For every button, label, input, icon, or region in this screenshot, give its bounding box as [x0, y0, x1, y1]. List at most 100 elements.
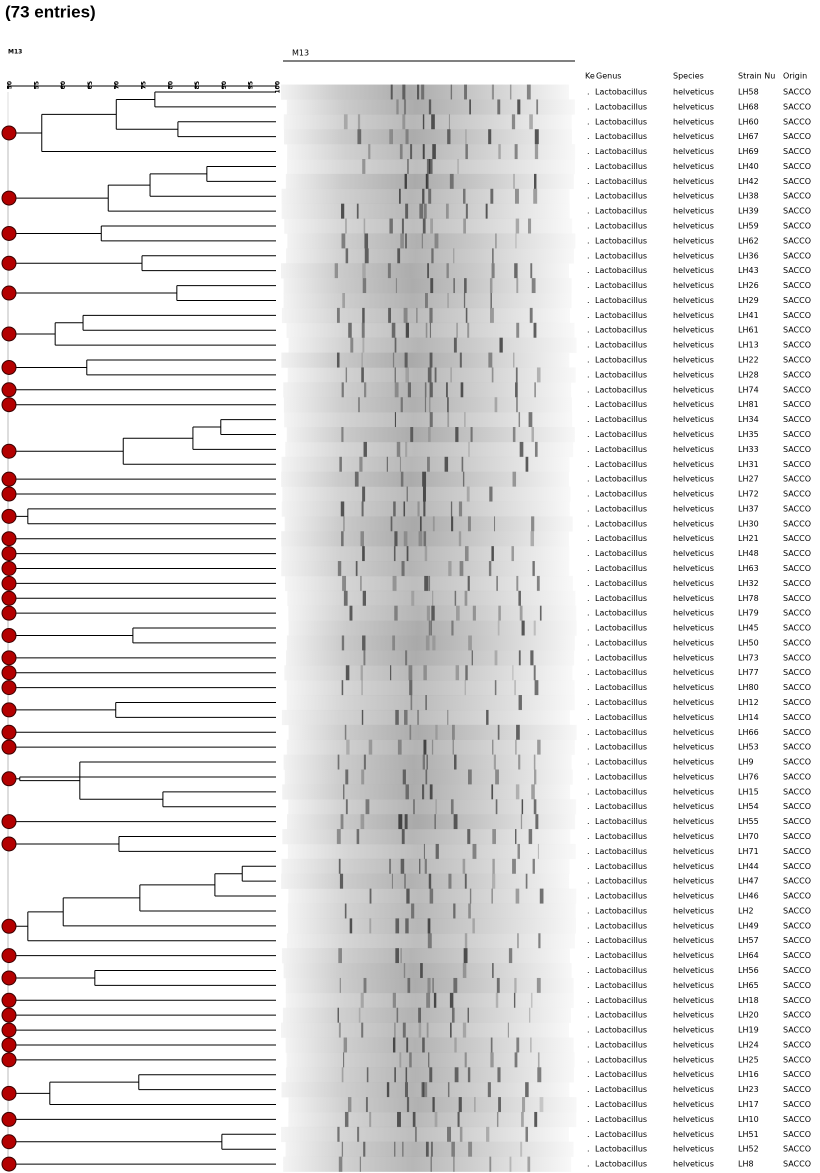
table-cell: helveticus — [673, 296, 714, 305]
gel-band — [538, 844, 539, 859]
table-cell: Lactobacillus — [595, 772, 647, 781]
table-cell: helveticus — [673, 356, 714, 365]
gel-band — [473, 606, 476, 621]
gel-lane — [282, 501, 570, 516]
table-cell: Lactobacillus — [595, 400, 647, 409]
gel-band — [422, 784, 424, 799]
cluster-dot — [2, 628, 16, 642]
table-cell: SACCO — [783, 772, 811, 781]
table-cell: LH46 — [738, 892, 759, 901]
table-cell: . — [587, 847, 590, 856]
table-cell: SACCO — [783, 490, 811, 499]
gel-band — [362, 338, 364, 353]
table-cell: Lactobacillus — [595, 475, 647, 484]
table-cell: helveticus — [673, 847, 714, 856]
gel-band — [540, 889, 544, 904]
table-cell: Lactobacillus — [595, 177, 647, 186]
gel-band — [515, 233, 516, 248]
gel-band — [515, 189, 519, 204]
gel-band — [492, 248, 494, 263]
table-cell: SACCO — [783, 88, 811, 97]
gel-band — [417, 710, 419, 725]
gel-band — [428, 189, 431, 204]
gel-band — [364, 755, 366, 770]
gel-band — [427, 606, 430, 621]
gel-band — [400, 948, 401, 963]
table-cell: LH78 — [738, 594, 759, 603]
scale-tick-label: 55 — [33, 81, 40, 89]
gel-band — [404, 874, 405, 889]
gel-band — [429, 99, 431, 114]
gel-band — [338, 755, 340, 770]
table-cell: LH14 — [738, 713, 759, 722]
table-cell: . — [587, 88, 590, 97]
gel-band — [447, 397, 449, 412]
gel-band — [340, 874, 343, 889]
gel-band — [406, 784, 409, 799]
table-cell: helveticus — [673, 1100, 714, 1109]
gel-band — [426, 993, 430, 1008]
table-cell: LH31 — [738, 460, 759, 469]
gel-band — [510, 1157, 512, 1172]
gel-band — [510, 85, 511, 100]
gel-band — [405, 233, 406, 248]
table-cell: SACCO — [783, 1115, 811, 1124]
table-cell: LH80 — [738, 683, 759, 692]
table: KeGenusSpeciesStrain NuOrigin.Lactobacil… — [585, 72, 811, 1169]
gel-band — [520, 606, 523, 621]
gel-band — [394, 1142, 395, 1157]
gel-band — [492, 367, 494, 382]
table-cell: helveticus — [673, 102, 714, 111]
table-cell: . — [587, 415, 590, 424]
table-cell: . — [587, 877, 590, 886]
gel-band — [348, 323, 352, 338]
gel-band — [387, 457, 388, 472]
gel-band — [453, 978, 457, 993]
gel-band — [508, 1023, 509, 1038]
gel-band — [453, 1157, 454, 1172]
table-cell: LH19 — [738, 1026, 759, 1035]
table-cell: LH28 — [738, 370, 759, 379]
gel-band — [346, 248, 349, 263]
table-cell: . — [587, 892, 590, 901]
table-cell: Lactobacillus — [595, 1070, 647, 1079]
gel-band — [519, 412, 520, 427]
gel-band — [392, 874, 393, 889]
gel-band — [525, 1127, 528, 1142]
table-cell: . — [587, 1115, 590, 1124]
table-cell: LH23 — [738, 1085, 759, 1094]
table-cell: SACCO — [783, 1055, 811, 1064]
table-cell: LH69 — [738, 147, 759, 156]
table-cell: . — [587, 1100, 590, 1109]
gel-band — [534, 323, 537, 338]
gel-band — [428, 576, 430, 591]
gel-band — [342, 680, 344, 695]
gel-band — [451, 1142, 455, 1157]
gel-band — [404, 501, 406, 516]
gel-band — [430, 412, 433, 427]
gel-lane — [287, 144, 575, 159]
gel-band — [435, 799, 436, 814]
table-cell: LH37 — [738, 504, 759, 513]
gel-band — [398, 740, 402, 755]
gel-band — [474, 1097, 475, 1112]
table-cell: LH30 — [738, 519, 759, 528]
table-cell: Lactobacillus — [595, 370, 647, 379]
gel-band — [411, 695, 413, 710]
table-cell: helveticus — [673, 638, 714, 647]
gel — [281, 85, 577, 1172]
gel-band — [447, 1127, 451, 1142]
gel-band — [498, 725, 500, 740]
table-cell: . — [587, 490, 590, 499]
gel-band — [430, 382, 433, 397]
gel-band — [520, 442, 524, 457]
column-header: Origin — [783, 72, 807, 81]
gel-band — [365, 248, 369, 263]
gel-band — [423, 740, 426, 755]
table-cell: helveticus — [673, 743, 714, 752]
gel-band — [519, 695, 522, 710]
gel-band — [467, 829, 470, 844]
gel-band — [468, 1142, 472, 1157]
gel-lane — [284, 963, 572, 978]
gel-band — [405, 1082, 408, 1097]
